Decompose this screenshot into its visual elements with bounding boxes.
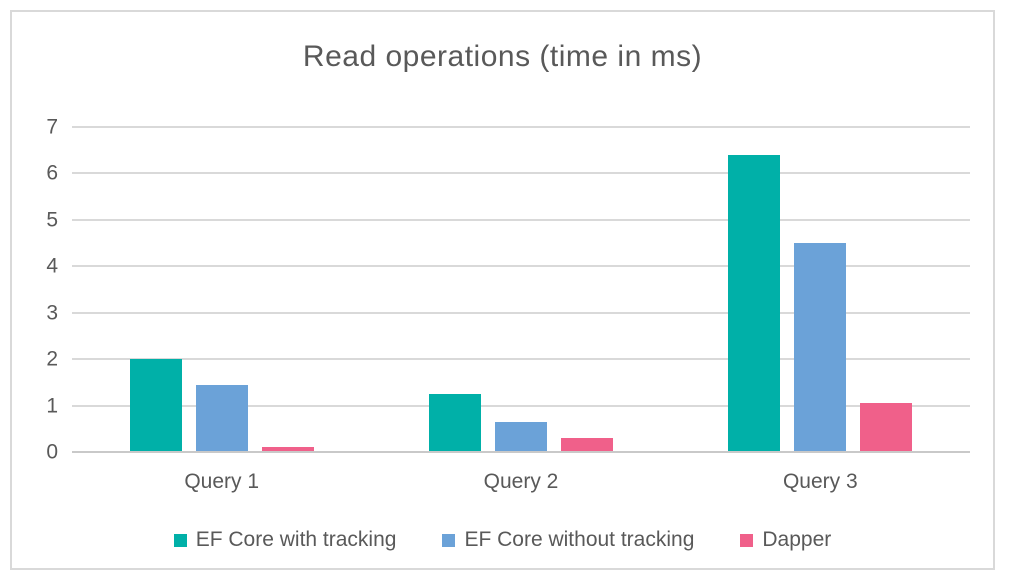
y-axis-tick-label: 0 [46, 440, 58, 464]
gridline [72, 311, 970, 314]
legend-label: EF Core without tracking [464, 528, 695, 551]
legend-swatch-icon [173, 533, 187, 547]
bar-ef-core-with-tracking-query-1 [129, 359, 182, 452]
legend-swatch-icon [740, 533, 754, 547]
gridline [72, 172, 970, 175]
gridline [72, 126, 970, 128]
y-axis-tick-label: 5 [46, 208, 58, 232]
gridline [72, 265, 970, 268]
bar-ef-core-without-tracking-query-2 [494, 421, 547, 452]
legend-swatch-icon [442, 533, 456, 547]
legend-item-dapper: Dapper [740, 528, 831, 552]
legend: EF Core with tracking EF Core without tr… [12, 528, 993, 552]
legend-label: EF Core with tracking [195, 528, 397, 551]
bar-ef-core-with-tracking-query-2 [428, 393, 481, 452]
legend-label: Dapper [762, 528, 832, 551]
bar-ef-core-without-tracking-query-3 [794, 243, 847, 452]
y-axis-tick-label: 6 [46, 161, 58, 185]
chart-frame: Read operations (time in ms) 0 1 2 3 4 5… [10, 10, 995, 570]
bar-group-query-1 [72, 127, 371, 452]
bar-dapper-query-1 [261, 447, 314, 452]
x-axis-label-query-1: Query 1 [184, 470, 260, 493]
bar-group-query-3 [671, 127, 970, 452]
x-axis-label-query-2: Query 2 [483, 470, 559, 493]
gridline [72, 218, 970, 221]
bar-dapper-query-2 [560, 438, 613, 452]
y-axis-tick-label: 4 [46, 254, 58, 278]
legend-item-ef-core-with-tracking: EF Core with tracking [173, 528, 397, 552]
y-axis-tick-label: 1 [46, 394, 58, 418]
chart-title: Read operations (time in ms) [302, 40, 703, 73]
bar-group-query-2 [371, 127, 670, 452]
bar-dapper-query-3 [860, 403, 913, 452]
bar-ef-core-without-tracking-query-1 [195, 384, 248, 452]
plot-area: 0 1 2 3 4 5 6 7 [46, 117, 970, 463]
x-axis-labels: Query 1 Query 2 Query 3 [72, 470, 970, 494]
legend-item-ef-core-without-tracking: EF Core without tracking [442, 528, 694, 552]
gridline [72, 404, 970, 407]
bar-ef-core-with-tracking-query-3 [728, 154, 781, 452]
x-axis-line [72, 451, 970, 453]
y-axis-tick-label: 2 [46, 347, 58, 371]
bar-groups [72, 127, 970, 452]
gridline [72, 358, 970, 361]
y-axis-tick-label: 7 [46, 115, 58, 139]
y-axis-tick-label: 3 [46, 301, 58, 325]
x-axis-label-query-3: Query 3 [782, 470, 858, 493]
